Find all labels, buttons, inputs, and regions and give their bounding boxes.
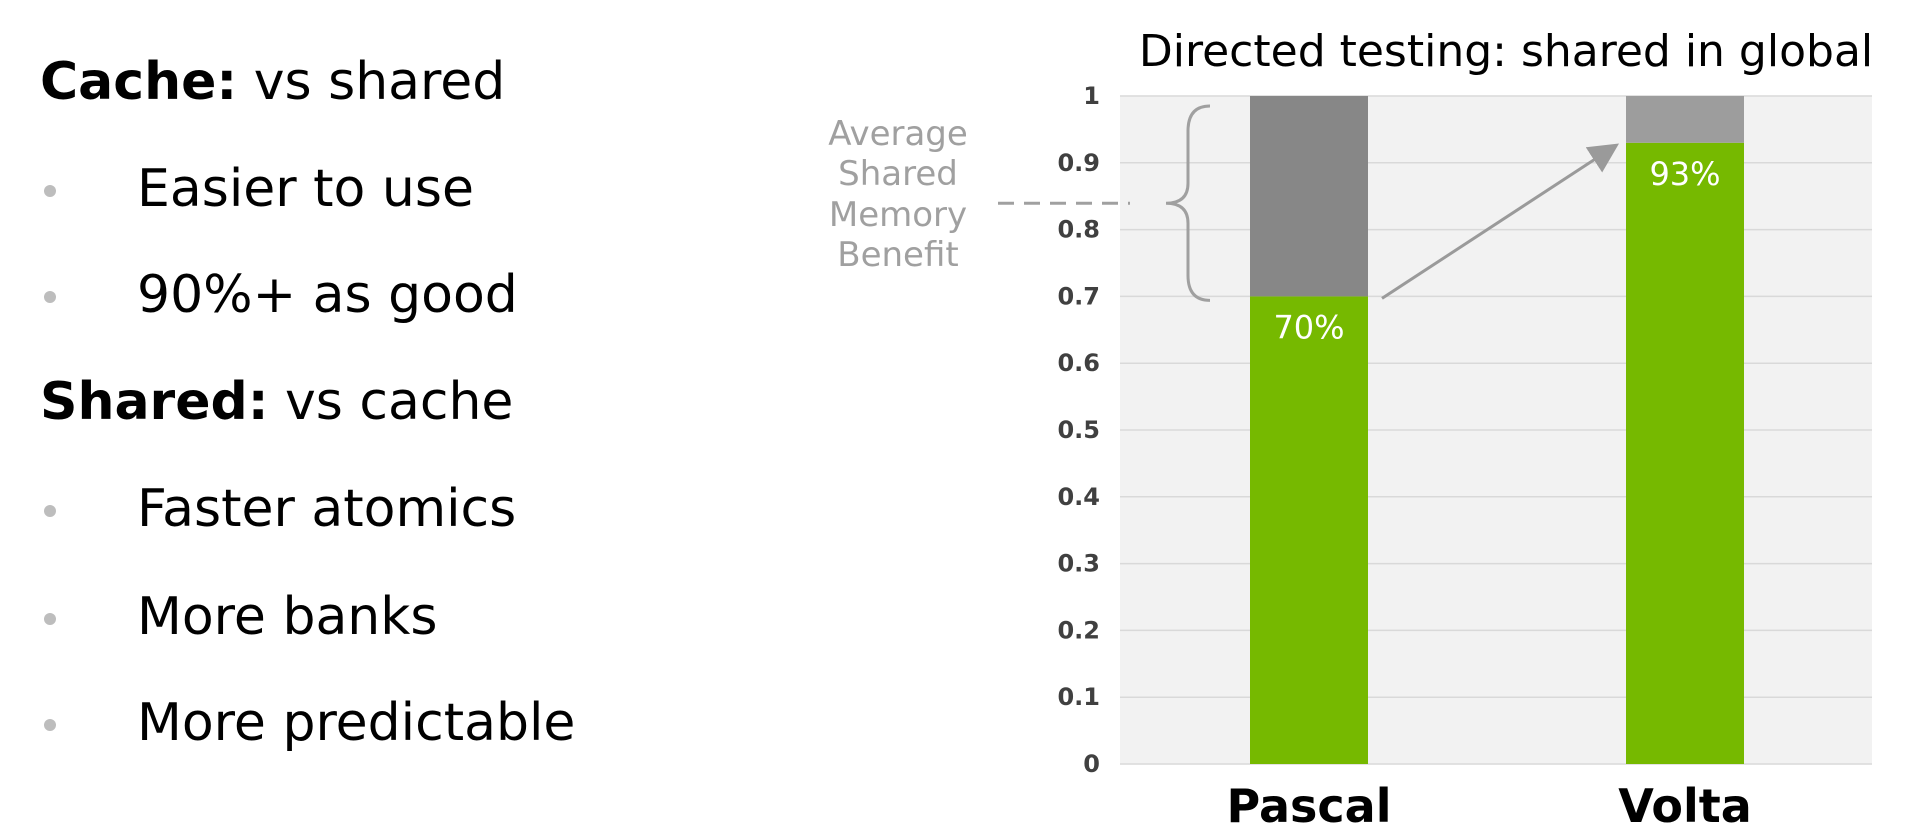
y-tick-label: 0.6 bbox=[1057, 349, 1100, 377]
y-tick-label: 0.7 bbox=[1057, 282, 1100, 310]
x-category-label: Volta bbox=[1618, 779, 1752, 833]
heading-shared: Shared: vs cache bbox=[40, 372, 513, 432]
x-category-label: Pascal bbox=[1227, 779, 1392, 833]
bullet-dot-icon bbox=[44, 613, 56, 625]
bar-volta-lower bbox=[1626, 142, 1744, 764]
annotation-text: Shared bbox=[838, 154, 958, 194]
bullet-dot-icon bbox=[44, 505, 56, 517]
chart-title: Directed testing: shared in global bbox=[1139, 26, 1873, 77]
y-tick-label: 0.4 bbox=[1057, 483, 1100, 511]
y-tick-label: 1 bbox=[1083, 82, 1100, 110]
y-tick-label: 0.8 bbox=[1057, 216, 1100, 244]
bullet-dot-icon bbox=[44, 185, 56, 197]
y-tick-label: 0.2 bbox=[1057, 616, 1100, 644]
annotation-text: Average bbox=[828, 114, 968, 154]
bar-volta-upper bbox=[1626, 96, 1744, 143]
bullet-text: Faster atomics bbox=[137, 479, 517, 539]
bullet-text: 90%+ as good bbox=[137, 265, 518, 325]
bar-pascal-upper bbox=[1250, 96, 1368, 297]
curly-brace bbox=[1165, 104, 1211, 302]
data-label: 70% bbox=[1273, 308, 1344, 346]
bullet-dot-icon bbox=[44, 719, 56, 731]
y-tick-label: 0.9 bbox=[1057, 149, 1100, 177]
annotation-text: Benefit bbox=[837, 235, 958, 275]
heading-shared-bold: Shared: bbox=[40, 372, 269, 432]
bullet-text: More predictable bbox=[137, 693, 576, 753]
improvement-arrow bbox=[1381, 143, 1620, 300]
y-tick-label: 0 bbox=[1083, 750, 1100, 778]
y-tick-label: 0.1 bbox=[1057, 683, 1100, 711]
annotation-text: Memory bbox=[829, 195, 967, 235]
bullet-text: More banks bbox=[137, 587, 438, 647]
heading-cache: Cache: vs shared bbox=[40, 52, 505, 112]
heading-shared-rest: vs cache bbox=[268, 372, 514, 432]
heading-cache-bold: Cache: bbox=[40, 52, 238, 112]
bullet-dot-icon bbox=[44, 291, 56, 303]
bullet-text: Easier to use bbox=[137, 159, 474, 219]
y-tick-label: 0.3 bbox=[1057, 550, 1100, 578]
data-label: 93% bbox=[1649, 155, 1720, 193]
bar-pascal-lower bbox=[1250, 296, 1368, 764]
left-panel: Cache: vs shared Easier to use 90%+ as g… bbox=[0, 0, 760, 835]
y-tick-label: 0.5 bbox=[1057, 416, 1100, 444]
heading-cache-rest: vs shared bbox=[237, 52, 506, 112]
